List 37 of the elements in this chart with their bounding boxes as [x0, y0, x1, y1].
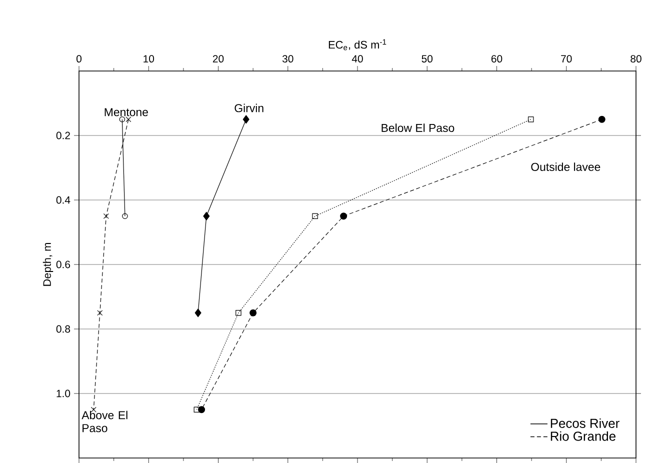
y-axis-title: Depth, m — [42, 242, 54, 286]
point — [242, 115, 250, 124]
series-label: Girvin — [234, 104, 264, 112]
series-label: Mentone — [104, 108, 148, 116]
point — [198, 406, 206, 414]
point — [250, 309, 257, 316]
x-tick-label: 60 — [491, 55, 502, 62]
annotation: Rio Grande — [550, 431, 616, 441]
point — [598, 116, 606, 123]
y-tick-label: 1.0 — [56, 390, 70, 398]
x-tick-label: 80 — [630, 55, 642, 62]
x-tick-label: 20 — [212, 55, 224, 62]
series-label: Below El Paso — [382, 123, 454, 132]
point — [103, 213, 109, 219]
point — [97, 310, 103, 316]
y-tick-label: 0.4 — [56, 196, 70, 204]
point — [528, 116, 534, 122]
point — [194, 406, 200, 412]
point — [194, 308, 202, 318]
x-tick-label: 40 — [352, 55, 363, 62]
x-tick-label: 0 — [76, 55, 82, 62]
x-axis-title: EC$_{e}$, dS m$^{-1}$ — [328, 39, 386, 50]
x-tick-label: 30 — [282, 55, 294, 62]
y-tick-label: 0.6 — [56, 260, 70, 268]
annotation: Pecos River — [550, 418, 620, 428]
point — [126, 116, 132, 122]
series-label: Outside lavee — [531, 162, 600, 171]
point — [203, 212, 210, 220]
point — [340, 212, 348, 220]
y-tick-label: 0.2 — [56, 132, 70, 140]
x-tick-label: 10 — [144, 55, 154, 62]
x-tick-label: 70 — [561, 55, 572, 62]
series-label: Above El Paso — [82, 410, 128, 432]
x-tick-label: 50 — [422, 55, 433, 62]
point — [236, 310, 242, 316]
y-tick-label: 0.8 — [56, 325, 70, 333]
point — [312, 213, 318, 219]
